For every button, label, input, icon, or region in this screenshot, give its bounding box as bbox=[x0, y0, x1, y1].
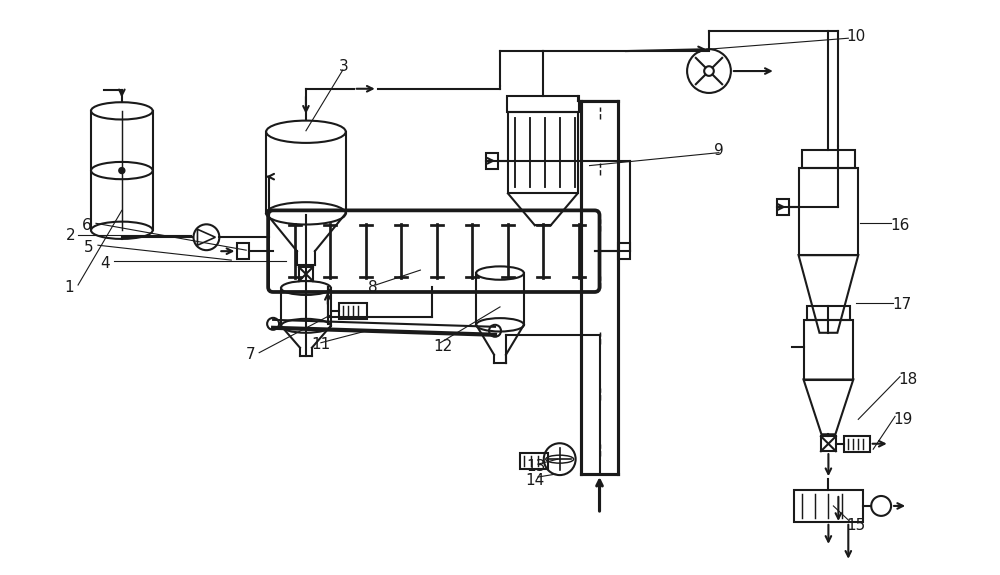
Text: 3: 3 bbox=[339, 59, 349, 74]
Text: 17: 17 bbox=[892, 297, 911, 312]
Bar bbox=[804, 320, 853, 380]
Bar bbox=[486, 153, 498, 169]
Text: 6: 6 bbox=[82, 218, 92, 233]
Bar bbox=[507, 96, 579, 112]
Bar bbox=[844, 436, 870, 452]
Bar bbox=[807, 306, 850, 320]
Text: 11: 11 bbox=[311, 337, 330, 352]
Bar bbox=[520, 453, 548, 469]
Bar bbox=[794, 490, 863, 522]
Text: 19: 19 bbox=[893, 412, 912, 427]
Bar bbox=[799, 167, 858, 255]
Bar bbox=[508, 112, 578, 193]
Text: 16: 16 bbox=[890, 218, 909, 233]
Bar bbox=[802, 150, 855, 167]
Text: 8: 8 bbox=[368, 279, 377, 294]
Text: 13: 13 bbox=[526, 459, 545, 474]
Text: 7: 7 bbox=[246, 347, 256, 362]
Bar bbox=[821, 436, 836, 451]
Text: 4: 4 bbox=[100, 256, 110, 271]
Text: 14: 14 bbox=[525, 473, 544, 488]
Text: 10: 10 bbox=[846, 29, 866, 44]
Text: 1: 1 bbox=[64, 281, 74, 296]
Text: 15: 15 bbox=[846, 518, 866, 534]
Bar bbox=[339, 302, 367, 319]
Text: 2: 2 bbox=[66, 228, 76, 243]
Bar bbox=[299, 267, 313, 281]
Bar bbox=[237, 243, 249, 259]
Text: 12: 12 bbox=[433, 339, 453, 354]
Text: 18: 18 bbox=[898, 372, 917, 387]
Text: 5: 5 bbox=[84, 240, 94, 255]
Bar bbox=[777, 199, 789, 215]
Text: 9: 9 bbox=[714, 143, 724, 158]
Bar bbox=[618, 243, 630, 259]
Circle shape bbox=[119, 167, 125, 174]
